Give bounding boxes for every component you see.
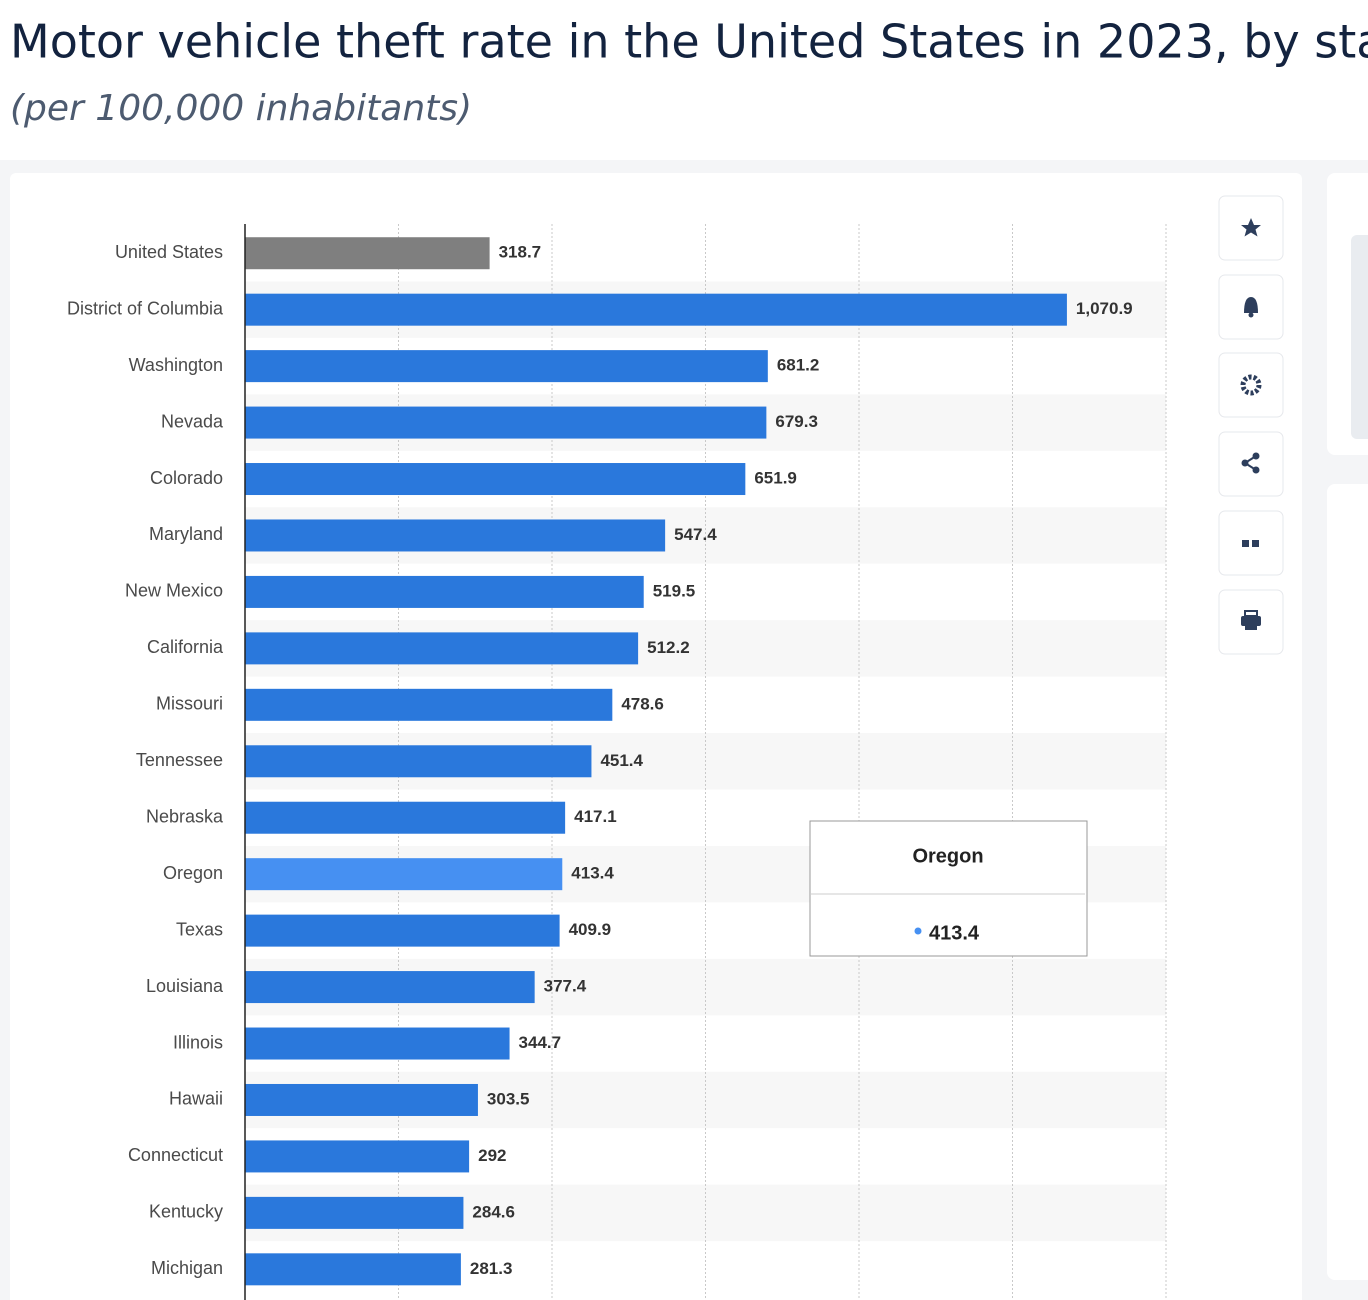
value-label: 377.4 <box>544 977 587 996</box>
chart-subtitle: (per 100,000 inhabitants) <box>10 88 472 129</box>
category-label: Texas <box>176 919 223 939</box>
bar <box>245 914 560 947</box>
value-label: 417.1 <box>574 807 617 826</box>
tooltip-value: 413.4 <box>929 922 980 944</box>
toolbar <box>1218 195 1284 655</box>
bar <box>245 519 666 552</box>
cite-button[interactable] <box>1218 510 1284 576</box>
favorite-button[interactable] <box>1218 195 1284 261</box>
bar <box>245 293 1067 326</box>
bar <box>245 745 592 778</box>
tooltip-box <box>809 820 1088 957</box>
value-label: 413.4 <box>571 864 614 883</box>
category-label: Maryland <box>149 524 223 544</box>
bar <box>245 1027 510 1060</box>
category-label: Connecticut <box>128 1145 223 1165</box>
bar <box>245 1083 478 1116</box>
side-panel-box <box>1351 235 1368 439</box>
value-label: 547.4 <box>674 525 717 544</box>
value-label: 478.6 <box>621 694 664 713</box>
tooltip-dot <box>914 927 922 935</box>
alert-button[interactable] <box>1218 274 1284 340</box>
category-label: Hawaii <box>169 1089 223 1109</box>
tooltip: Oregon 413.4 <box>809 820 1088 957</box>
value-label: 318.7 <box>499 243 542 262</box>
value-label: 512.2 <box>647 638 690 657</box>
bar <box>245 971 535 1004</box>
category-label: Michigan <box>151 1258 223 1278</box>
side-panel <box>1327 484 1368 1280</box>
bars: United States 318.7 District of Columbia 1,… <box>67 237 1133 1286</box>
header-bg <box>0 0 1368 160</box>
value-label: 679.3 <box>775 412 818 431</box>
bar <box>245 463 746 496</box>
value-label: 284.6 <box>472 1202 515 1221</box>
value-label: 681.2 <box>777 356 820 375</box>
category-label: Nebraska <box>146 806 224 826</box>
value-label: 519.5 <box>653 581 696 600</box>
bar <box>245 1140 470 1173</box>
bar <box>245 688 613 721</box>
value-label: 344.7 <box>519 1033 562 1052</box>
category-label: New Mexico <box>125 581 223 601</box>
category-label: Louisiana <box>146 976 224 996</box>
category-label: United States <box>115 242 223 262</box>
category-label: Washington <box>129 355 223 375</box>
print-button[interactable] <box>1218 589 1284 655</box>
value-label: 292 <box>478 1146 506 1165</box>
category-label: Nevada <box>161 411 224 431</box>
bar <box>245 237 490 270</box>
value-label: 1,070.9 <box>1076 299 1133 318</box>
category-label: California <box>147 637 224 657</box>
category-label: Oregon <box>163 863 223 883</box>
chart-title: Motor vehicle theft rate in the United S… <box>10 15 1368 69</box>
category-label: Tennessee <box>136 750 223 770</box>
bar <box>245 575 644 608</box>
value-label: 651.9 <box>754 469 797 488</box>
bar <box>245 1196 464 1229</box>
category-label: District of Columbia <box>67 298 224 318</box>
bar <box>245 350 768 383</box>
value-label: 451.4 <box>600 751 643 770</box>
bar <box>245 632 639 665</box>
bar <box>245 406 767 439</box>
bar <box>245 801 566 834</box>
tooltip-title: Oregon <box>912 845 983 867</box>
category-label: Colorado <box>150 468 223 488</box>
bar <box>245 858 563 891</box>
value-label: 281.3 <box>470 1259 513 1278</box>
category-label: Missouri <box>156 694 223 714</box>
share-button[interactable] <box>1218 431 1284 497</box>
bar <box>245 1253 461 1286</box>
category-label: Illinois <box>173 1032 223 1052</box>
value-label: 409.9 <box>569 920 612 939</box>
settings-button[interactable] <box>1218 352 1284 418</box>
category-label: Kentucky <box>149 1202 223 1222</box>
value-label: 303.5 <box>487 1089 530 1108</box>
